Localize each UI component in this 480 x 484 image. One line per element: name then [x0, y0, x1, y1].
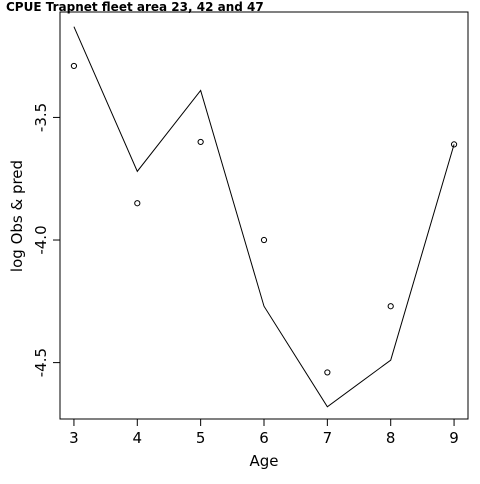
- x-tick-label-4: 4: [133, 429, 143, 447]
- y-axis-label: log Obs & pred: [8, 160, 26, 272]
- x-tick-label-9: 9: [449, 429, 459, 447]
- x-tick-label-3: 3: [69, 429, 79, 447]
- series-layer: [70, 26, 458, 408]
- observed-point-age-5: [197, 138, 204, 146]
- x-axis-label: Age: [249, 452, 278, 470]
- chart-title: CPUE Trapnet fleet area 23, 42 and 47: [6, 0, 264, 14]
- x-tick-label-8: 8: [386, 429, 396, 447]
- x-tick-label-7: 7: [323, 429, 333, 447]
- observed-point-age-4: [134, 200, 141, 207]
- observed-point-age-8: [387, 303, 394, 310]
- observed-point-age-7: [324, 369, 331, 376]
- observed-point-age-3: [70, 62, 78, 70]
- x-axis: 3 4 5 6 7 8 9: [69, 419, 459, 447]
- y-tick-label--4.0: -4.0: [32, 225, 50, 254]
- observed-point-age-9: [450, 141, 458, 148]
- observed-point-age-6: [260, 236, 268, 244]
- x-tick-label-5: 5: [196, 429, 206, 447]
- x-tick-label-6: 6: [259, 429, 269, 447]
- y-tick-label--3.5: -3.5: [32, 103, 50, 132]
- predicted-line: [73, 26, 455, 408]
- plot-frame: [59, 11, 469, 420]
- y-tick-label--4.5: -4.5: [32, 348, 50, 377]
- y-axis: -3.5 -4.0 -4.5: [32, 103, 60, 377]
